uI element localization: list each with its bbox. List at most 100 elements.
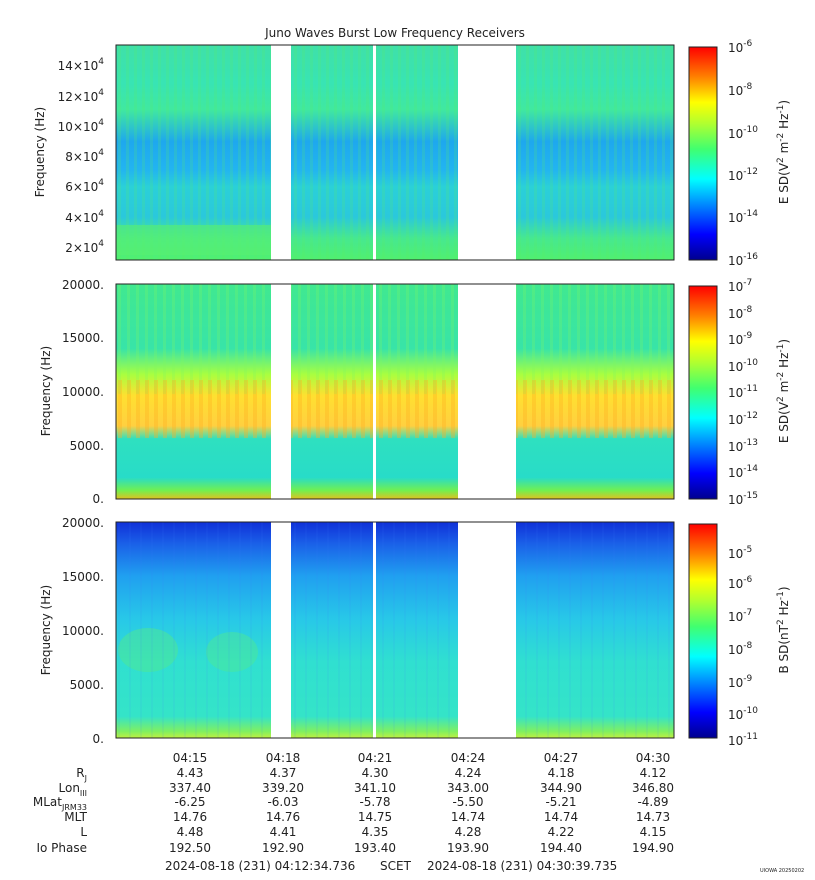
spectrogram-stripe [334, 45, 337, 260]
spectrogram-stripe [181, 284, 184, 394]
spectrogram-stripe [238, 45, 241, 260]
time-tick: 04:24 [451, 751, 486, 765]
spectrogram-stripe [118, 45, 121, 260]
spectrogram-stripe [349, 522, 351, 738]
spectrogram-stripe [350, 45, 353, 260]
ephem-label-io-phase: Io Phase [36, 841, 87, 855]
spectrogram-stripe [442, 380, 446, 438]
spectrogram-stripe [208, 284, 211, 394]
spectrogram-stripe [334, 284, 337, 394]
mid-ytick: 20000. [62, 278, 104, 292]
spectrogram-stripe [398, 45, 401, 260]
spectrogram-stripe [631, 380, 635, 438]
spectrogram-stripe [595, 380, 599, 438]
spectrogram-stripe [649, 284, 652, 394]
mid-yticks: 0. 5000. 10000. 15000. 20000. [62, 278, 104, 506]
spectrogram-stripe [635, 522, 637, 738]
spectrogram-stripe [382, 45, 385, 260]
spectrogram-stripe [414, 45, 417, 260]
spectrogram-stripe [622, 45, 625, 260]
spectrogram-stripe [127, 284, 130, 394]
spectrogram-stripe [206, 522, 208, 738]
spectrogram-stripe [640, 380, 644, 438]
ephemeris-value: 4.22 [548, 825, 575, 839]
bot-blobs [118, 628, 258, 672]
spectrogram-stripe [550, 380, 554, 438]
spectrogram-stripe [118, 380, 122, 438]
bot-colorbar [688, 523, 718, 739]
top-ytick: 2×104 [65, 239, 104, 255]
bot-ytick: 10000. [62, 624, 104, 638]
top-cbar-tick: 10-16 [728, 252, 758, 268]
top-cbar-tick: 10-10 [728, 125, 758, 141]
ephemeris-value: 4.24 [455, 766, 482, 780]
spectrogram-stripe [569, 522, 571, 738]
spectrogram-stripe [342, 45, 345, 260]
spectrogram-stripe [134, 45, 137, 260]
spectrogram-stripe [559, 284, 562, 394]
ephemeris-value: 343.00 [447, 781, 489, 795]
top-ytick: 4×104 [65, 209, 104, 225]
spectrogram-stripe [422, 45, 425, 260]
mid-colorbar-label: E SD(V2 m-2 Hz-1) [776, 339, 791, 443]
spectrogram-stripe [574, 45, 577, 260]
spectrogram-stripe [190, 45, 193, 260]
spectrogram-stripe [166, 45, 169, 260]
bot-colorbar-ticks: 10-5 10-6 10-7 10-8 10-9 10-10 10-11 [728, 545, 758, 748]
mid-cbar-tick: 10-15 [728, 491, 758, 507]
spectrogram-stripe [154, 380, 158, 438]
spectrogram-stripe [536, 522, 538, 738]
spectrogram-stripe [118, 522, 120, 738]
top-gap-2 [373, 45, 376, 260]
spectrogram-stripe [261, 522, 263, 738]
top-colorbar-label: E SD(V2 m-2 Hz-1) [776, 100, 791, 204]
mid-ylabel: Frequency (Hz) [39, 346, 53, 437]
spectrogram-stripe [302, 45, 305, 260]
spectrogram-stripe [206, 45, 209, 260]
spectrogram-stripe [404, 522, 406, 738]
ephemeris-value: 192.90 [262, 841, 304, 855]
spectrogram-stripe [406, 380, 410, 438]
spectrogram-stripe [526, 45, 529, 260]
ephem-label-l: L [80, 825, 87, 839]
spectrogram-stripe [448, 522, 450, 738]
spectrogram-stripe [370, 380, 374, 438]
spectrogram-stripe [150, 45, 153, 260]
mid-cbar-tick: 10-9 [728, 331, 753, 347]
mid-ytick: 0. [93, 492, 104, 506]
top-gap-1 [271, 45, 291, 260]
panel-middle: Frequency (Hz) 0. 5000. 10000. 15000. 20… [39, 278, 791, 507]
spectrogram-stripe [534, 45, 537, 260]
spectrogram-stripe [406, 284, 409, 394]
ephemeris-value: 194.90 [632, 841, 674, 855]
ephemeris-value: 4.43 [177, 766, 204, 780]
ephemeris-value: 4.35 [362, 825, 389, 839]
ephem-label-mlt: MLT [64, 810, 87, 824]
spectrogram-stripe [235, 284, 238, 394]
top-ytick: 6×104 [65, 178, 104, 194]
spectrogram-stripe [316, 522, 318, 738]
top-ytick: 12×104 [58, 88, 105, 104]
spectrogram-stripe [294, 45, 297, 260]
ephem-label-mlat: MLatJRM33 [33, 795, 87, 812]
spectrogram-stripe [631, 284, 634, 394]
spectrogram-stripe [199, 380, 203, 438]
spectrogram-stripe [415, 380, 419, 438]
spectrogram-stripe [163, 380, 167, 438]
spectrogram-stripe [640, 284, 643, 394]
spectrogram-stripe [382, 522, 384, 738]
footer-start-time: 2024-08-18 (231) 04:12:34.736 [165, 859, 355, 873]
spectrogram-stripe [163, 284, 166, 394]
spectrogram-stripe [541, 284, 544, 394]
top-ytick: 14×104 [58, 57, 105, 73]
bot-ylabel: Frequency (Hz) [39, 585, 53, 676]
top-cbar-tick: 10-12 [728, 167, 758, 183]
spectrogram-stripe [559, 380, 563, 438]
spectrogram-stripe [217, 522, 219, 738]
spectrogram-stripe [226, 284, 229, 394]
spectrogram-stripe [646, 45, 649, 260]
spectrogram-stripe [217, 380, 221, 438]
spectrogram-stripe [379, 380, 383, 438]
spectrogram-stripe [294, 522, 296, 738]
ephemeris-value: -4.89 [637, 795, 668, 809]
